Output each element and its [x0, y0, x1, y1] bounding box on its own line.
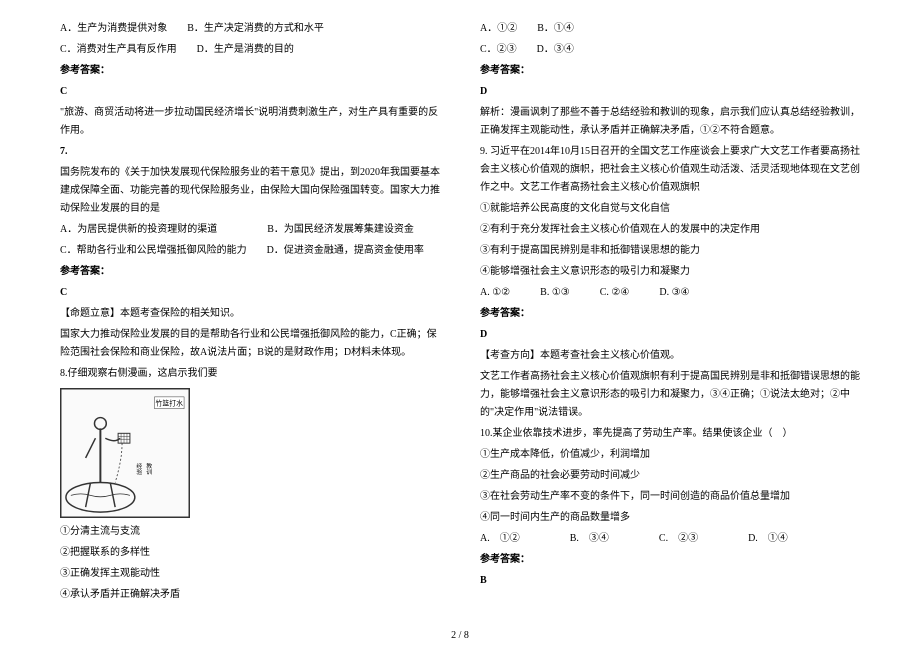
- page-number: 2 / 8: [451, 630, 469, 641]
- q9-analysis-title: 【考查方向】本题考查社会主义核心价值观。: [480, 347, 860, 365]
- right-column: A．①② B．①④ C．②③ D．③④ 参考答案： D 解析：漫画讽刺了那些不善…: [480, 20, 860, 631]
- q7-number: 7.: [60, 143, 440, 161]
- q9-opt-b: B. ①③: [540, 287, 570, 298]
- q8-opts-row2: C．②③ D．③④: [480, 41, 860, 59]
- q7-opts-row2: C．帮助各行业和公民增强抵御风险的能力 D．促进资金融通，提高资金使用率: [60, 242, 440, 260]
- q10-opt2: ②生产商品的社会必要劳动时间减少: [480, 467, 860, 485]
- q9-opt-d: D. ③④: [659, 287, 689, 298]
- q7-opt-b: B．为国民经济发展筹集建设资金: [267, 224, 414, 235]
- q8-analysis: 解析：漫画讽刺了那些不善于总结经验和教训的现象，启示我们应认真总结经验教训，正确…: [480, 104, 860, 140]
- cartoon-label: 竹篮打水: [156, 399, 184, 408]
- answer-label-6: 参考答案：: [60, 62, 440, 80]
- answer-label-8: 参考答案：: [480, 62, 860, 80]
- q7-analysis-title: 【命题立意】本题考查保险的相关知识。: [60, 305, 440, 323]
- answer-7: C: [60, 284, 440, 302]
- q8-opt2: ②把握联系的多样性: [60, 544, 440, 562]
- q8-text: 8.仔细观察右侧漫画，这启示我们要: [60, 365, 440, 383]
- q9-opts-row: A. ①② B. ①③ C. ②④ D. ③④: [480, 284, 860, 302]
- q9-text: 9. 习近平在2014年10月15日召开的全国文艺工作座谈会上要求广大文艺工作者…: [480, 143, 860, 197]
- answer-8: D: [480, 83, 860, 101]
- answer-label-7: 参考答案：: [60, 263, 440, 281]
- q8-opts-row1: A．①② B．①④: [480, 20, 860, 38]
- q9-opt3: ③有利于提高国民辨别是非和抵御错误思想的能力: [480, 242, 860, 260]
- answer-9: D: [480, 326, 860, 344]
- q10-opt-a: A. ①②: [480, 533, 520, 544]
- q9-opt1: ①就能培养公民高度的文化自觉与文化自信: [480, 200, 860, 218]
- q9-opt4: ④能够增强社会主义意识形态的吸引力和凝聚力: [480, 263, 860, 281]
- explain-6: "旅游、商贸活动将进一步拉动国民经济增长"说明消费刺激生产，对生产具有重要的反作…: [60, 104, 440, 140]
- svg-text:经验: 经验: [135, 462, 142, 476]
- svg-text:教训: 教训: [145, 462, 152, 476]
- q10-opt-c: C. ②③: [659, 533, 698, 544]
- q10-opt1: ①生产成本降低，价值减少，利润增加: [480, 446, 860, 464]
- q7-opt-d: D．促进资金融通，提高资金使用率: [267, 245, 424, 256]
- q9-opt2: ②有利于充分发挥社会主义核心价值观在人的发展中的决定作用: [480, 221, 860, 239]
- q8-opt1: ①分清主流与支流: [60, 523, 440, 541]
- q8-opt-a: A．①②: [480, 23, 517, 34]
- q10-opt-b: B. ③④: [570, 533, 609, 544]
- answer-label-10: 参考答案：: [480, 551, 860, 569]
- q10-opt3: ③在社会劳动生产率不变的条件下，同一时间创造的商品价值总量增加: [480, 488, 860, 506]
- q6-options-cd: C．消费对生产具有反作用 D．生产是消费的目的: [60, 41, 440, 59]
- answer-label-9: 参考答案：: [480, 305, 860, 323]
- q9-opt-c: C. ②④: [600, 287, 630, 298]
- cartoon-image: 竹篮打水 经验 教训: [60, 388, 190, 518]
- q7-analysis-text: 国家大力推动保险业发展的目的是帮助各行业和公民增强抵御风险的能力，C正确；保险范…: [60, 326, 440, 362]
- q7-opt-a: A．为居民提供新的投资理财的渠道: [60, 224, 217, 235]
- left-column: A．生产为消费提供对象 B．生产决定消费的方式和水平 C．消费对生产具有反作用 …: [60, 20, 440, 631]
- q10-text: 10.某企业依靠技术进步，率先提高了劳动生产率。结果使该企业（ ）: [480, 425, 860, 443]
- q8-opt3: ③正确发挥主观能动性: [60, 565, 440, 583]
- q8-opt-d: D．③④: [537, 44, 574, 55]
- answer-6: C: [60, 83, 440, 101]
- q8-opt-b: B．①④: [537, 23, 574, 34]
- q10-opts-row: A. ①② B. ③④ C. ②③ D. ①④: [480, 530, 860, 548]
- q7-opts-row1: A．为居民提供新的投资理财的渠道 B．为国民经济发展筹集建设资金: [60, 221, 440, 239]
- answer-10: B: [480, 572, 860, 590]
- q7-text: 国务院发布的《关于加快发展现代保险服务业的若干意见》提出，到2020年我国要基本…: [60, 164, 440, 218]
- q7-opt-c: C．帮助各行业和公民增强抵御风险的能力: [60, 245, 247, 256]
- q9-opt-a: A. ①②: [480, 287, 510, 298]
- q8-opt-c: C．②③: [480, 44, 517, 55]
- q10-opt4: ④同一时间内生产的商品数量增多: [480, 509, 860, 527]
- q8-opt4: ④承认矛盾并正确解决矛盾: [60, 586, 440, 604]
- q10-opt-d: D. ①④: [748, 533, 788, 544]
- q9-analysis-text: 文艺工作者高扬社会主义核心价值观旗帜有利于提高国民辨别是非和抵御错误思想的能力，…: [480, 368, 860, 422]
- q6-options-ab: A．生产为消费提供对象 B．生产决定消费的方式和水平: [60, 20, 440, 38]
